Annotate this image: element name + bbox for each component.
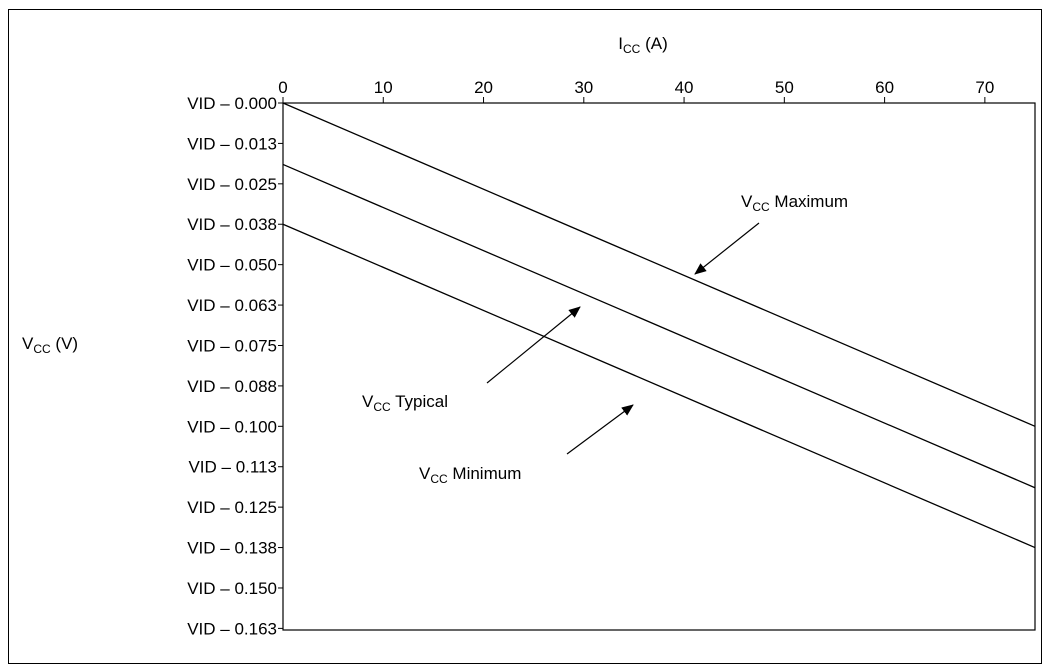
x-ticks: 0 10 20 30 40 50 60 70 bbox=[278, 78, 994, 103]
y-tick-label: VID – 0.013 bbox=[187, 134, 277, 153]
y-tick-label: VID – 0.125 bbox=[187, 498, 277, 517]
x-axis-title: ICC (A) bbox=[618, 34, 667, 56]
x-tick-label: 70 bbox=[975, 78, 994, 97]
y-ticks: VID – 0.000 VID – 0.013 VID – 0.025 VID – 0… bbox=[187, 94, 283, 638]
arrow-vcc-typical bbox=[486, 306, 581, 384]
series-lines bbox=[282, 102, 1036, 549]
y-tick-label: VID – 0.050 bbox=[187, 256, 277, 275]
arrow-vcc-maximum bbox=[694, 222, 760, 275]
annotations: VCC Maximum VCC Typical VCC Minimum bbox=[362, 192, 848, 486]
series-line-vcc-typical bbox=[282, 163, 1036, 489]
x-tick-label: 50 bbox=[775, 78, 794, 97]
arrow-vcc-minimum bbox=[566, 404, 634, 455]
label-vcc-typical: VCC Typical bbox=[362, 392, 448, 414]
y-tick-label: VID – 0.100 bbox=[187, 417, 277, 436]
series-line-vcc-maximum bbox=[282, 102, 1036, 427]
x-tick-label: 30 bbox=[574, 78, 593, 97]
y-tick-label: VID – 0.138 bbox=[187, 539, 277, 558]
label-vcc-maximum: VCC Maximum bbox=[741, 192, 848, 214]
label-vcc-minimum: VCC Minimum bbox=[419, 464, 521, 486]
x-tick-label: 40 bbox=[675, 78, 694, 97]
chart-frame bbox=[8, 9, 1042, 664]
x-tick-label: 20 bbox=[474, 78, 493, 97]
y-axis-title: VCC (V) bbox=[22, 334, 78, 356]
y-tick-label: VID – 0.163 bbox=[187, 619, 277, 638]
series-line-vcc-minimum bbox=[282, 223, 1036, 549]
y-tick-label: VID – 0.025 bbox=[187, 175, 277, 194]
y-tick-label: VID – 0.000 bbox=[187, 94, 277, 113]
plot-area bbox=[282, 102, 1036, 631]
y-tick-label: VID – 0.150 bbox=[187, 579, 277, 598]
x-tick-label: 60 bbox=[875, 78, 894, 97]
x-tick-label: 10 bbox=[374, 78, 393, 97]
y-tick-label: VID – 0.038 bbox=[187, 215, 277, 234]
y-tick-label: VID – 0.113 bbox=[188, 458, 277, 477]
x-tick-label: 0 bbox=[278, 78, 287, 97]
y-tick-label: VID – 0.088 bbox=[187, 377, 277, 396]
y-tick-label: VID – 0.075 bbox=[187, 336, 277, 355]
y-tick-label: VID – 0.063 bbox=[187, 296, 277, 315]
